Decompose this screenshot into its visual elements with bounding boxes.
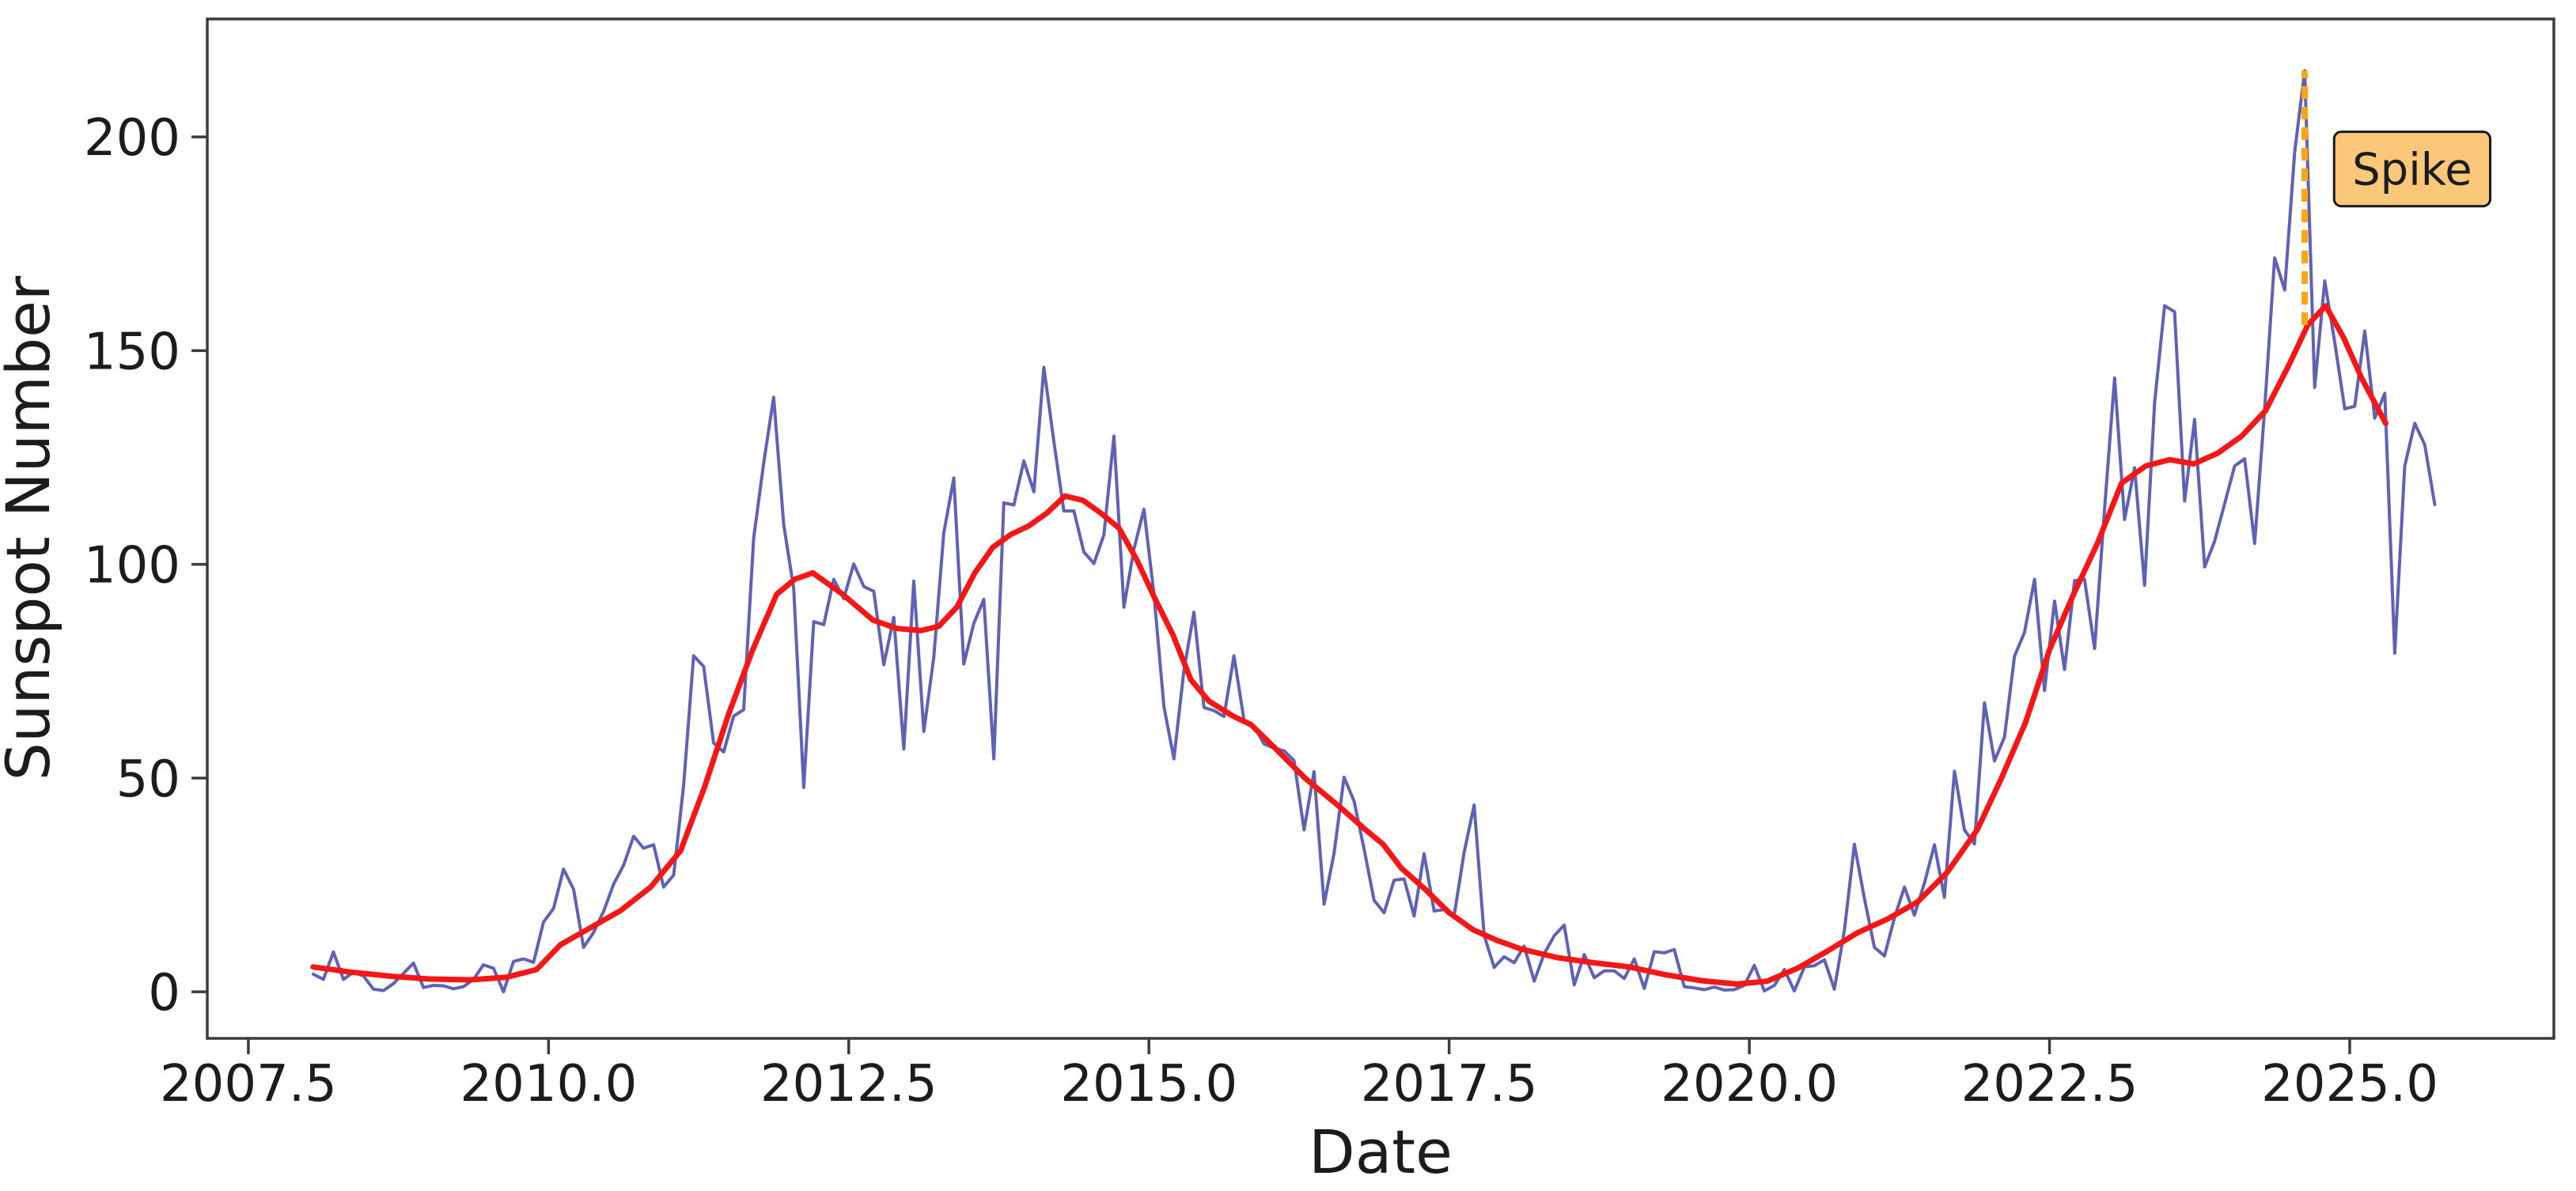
y-axis-tick-label: 100 [84, 537, 180, 596]
x-axis-tick-label: 2025.0 [2261, 1055, 2438, 1113]
x-axis-tick-label: 2022.5 [1961, 1055, 2138, 1113]
x-axis-tick-label: 2017.5 [1361, 1055, 1538, 1113]
y-axis-tick-label: 0 [148, 964, 180, 1023]
monthly-series-line [312, 69, 2437, 994]
x-axis-label: Date [1309, 1117, 1453, 1187]
x-axis-tick-label: 2015.0 [1060, 1055, 1237, 1113]
y-axis-label: Sunspot Number [0, 275, 63, 781]
plot-area: 2007.5 2010.0 2012.5 2015.0 2017.5 2020.0 2022… [84, 17, 2555, 1113]
spike-annotation-box [2332, 130, 2492, 208]
y-axis-tick-label: 50 [116, 751, 180, 809]
y-axis-tick-label: 150 [84, 323, 180, 381]
spike-annotation-label: Spike [2352, 145, 2472, 196]
x-axis-tick-label: 2010.0 [460, 1055, 637, 1113]
axes-spines [206, 17, 2555, 1040]
x-axis-tick-label: 2007.5 [160, 1055, 337, 1113]
y-axis-tick-label: 200 [84, 109, 180, 168]
smoothed-series-line [310, 303, 2388, 987]
x-axis-tick-label: 2020.0 [1661, 1055, 1838, 1113]
x-axis-tick-label: 2012.5 [760, 1055, 938, 1113]
